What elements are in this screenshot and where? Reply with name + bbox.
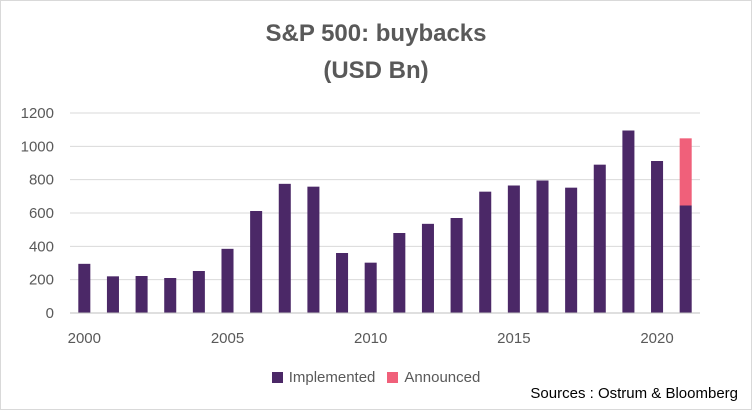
bar-implemented-2013 (450, 218, 463, 313)
y-tick-label: 600 (29, 205, 54, 222)
legend-item-implemented: Implemented (271, 369, 376, 386)
bar-implemented-2007 (278, 183, 291, 313)
chart-legend: Implemented Announced (0, 369, 752, 386)
bar-implemented-2001 (106, 276, 119, 313)
legend-swatch-announced (387, 372, 399, 383)
bar-implemented-2015 (507, 185, 520, 313)
x-tick-label: 2000 (68, 330, 101, 347)
bar-implemented-2014 (479, 191, 492, 313)
bar-implemented-2006 (250, 211, 263, 313)
bar-implemented-2021 (679, 205, 692, 313)
bar-implemented-2012 (421, 223, 434, 313)
bar-implemented-2000 (78, 263, 91, 313)
y-tick-label: 800 (29, 172, 54, 189)
bar-implemented-2017 (565, 187, 578, 313)
bar-implemented-2019 (622, 130, 635, 313)
bar-implemented-2009 (336, 253, 349, 313)
bar-implemented-2005 (221, 248, 234, 313)
legend-item-announced: Announced (387, 369, 480, 386)
legend-label-implemented: Implemented (288, 369, 376, 386)
x-tick-label: 2010 (354, 330, 387, 347)
bar-implemented-2004 (192, 271, 205, 313)
y-tick-label: 1200 (21, 105, 54, 122)
y-tick-label: 1000 (21, 138, 54, 155)
chart-title: S&P 500: buybacks (265, 20, 487, 47)
x-tick-label: 2020 (640, 330, 673, 347)
bar-announced-2021 (679, 138, 692, 206)
bar-implemented-2010 (364, 262, 377, 313)
legend-label-announced: Announced (404, 369, 481, 386)
y-tick-label: 200 (29, 272, 54, 289)
x-tick-label: 2015 (497, 330, 530, 347)
bar-implemented-2011 (393, 233, 406, 313)
source-note: Sources : Ostrum & Bloomberg (530, 385, 738, 402)
bar-implemented-2020 (651, 161, 664, 313)
bar-implemented-2002 (135, 276, 148, 313)
legend-swatch-implemented (271, 372, 283, 383)
bar-implemented-2003 (164, 278, 177, 313)
bar-implemented-2016 (536, 180, 549, 313)
x-tick-label: 2005 (211, 330, 244, 347)
y-tick-label: 400 (29, 238, 54, 255)
chart-subtitle: (USD Bn) (323, 57, 429, 84)
y-tick-label: 0 (46, 305, 54, 322)
bar-implemented-2018 (593, 164, 606, 313)
bar-implemented-2008 (307, 186, 320, 313)
